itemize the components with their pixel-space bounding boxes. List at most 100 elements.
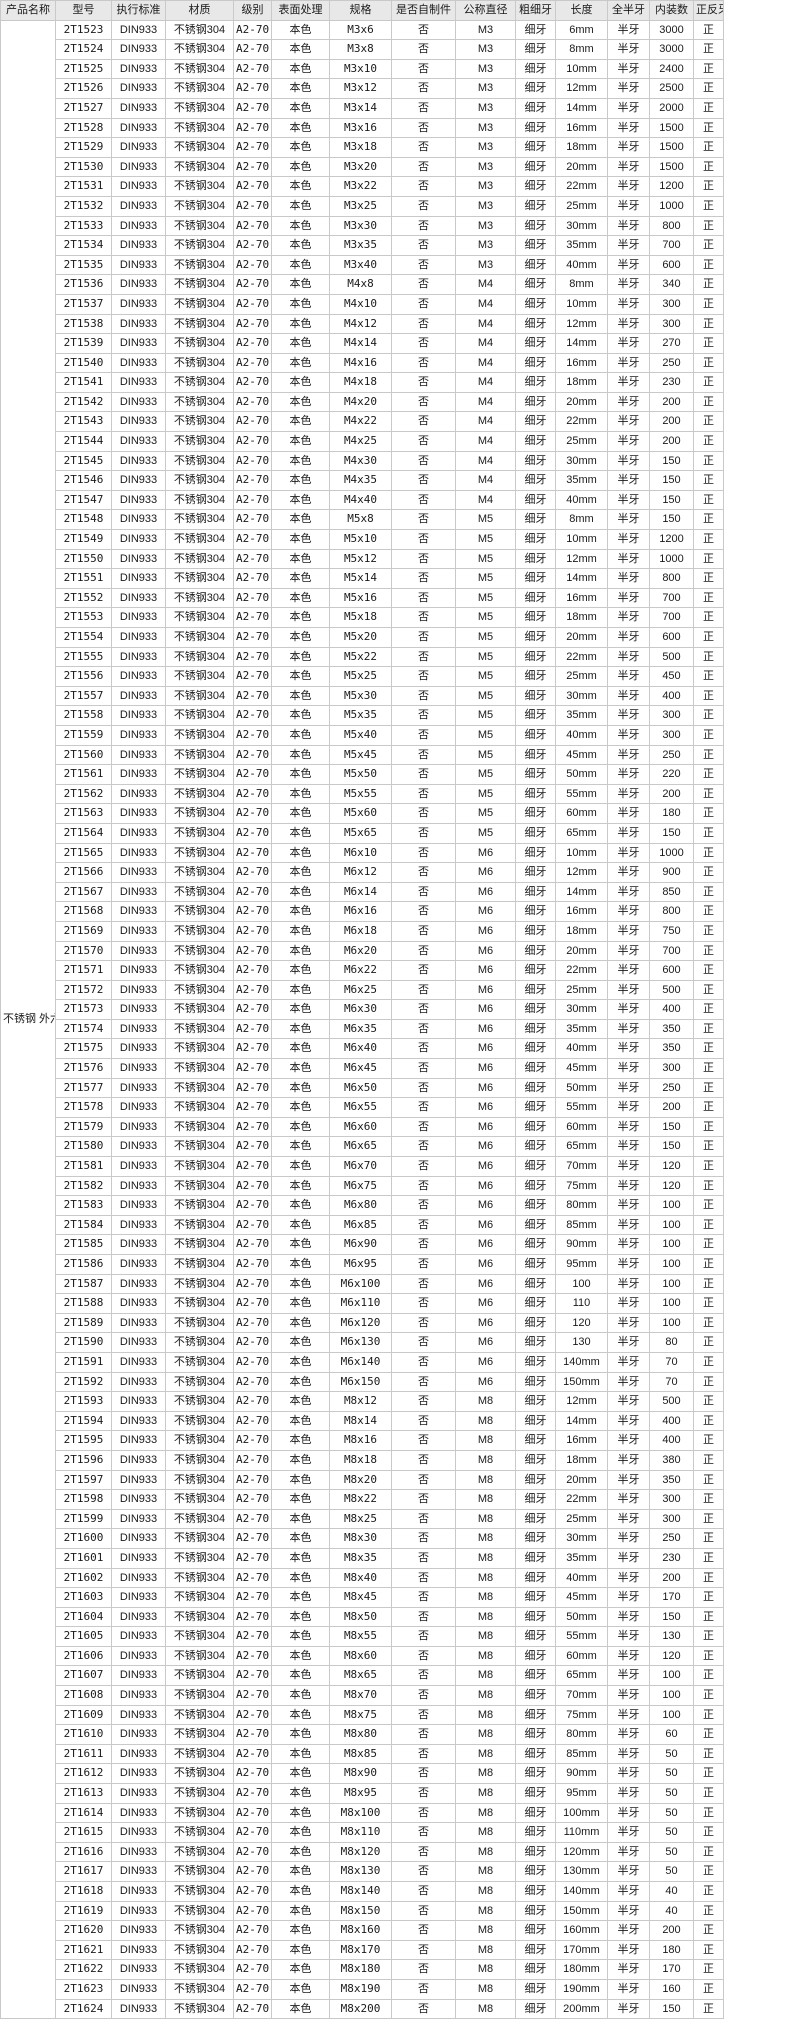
cell-spec[interactable]: M8x160	[329, 1920, 392, 1941]
cell-direction[interactable]: 正	[693, 1861, 724, 1882]
cell-material[interactable]: 不锈钢304	[165, 607, 234, 628]
table-row[interactable]: 2T1554 DIN933 不锈钢304 A2-70 本色 M5x20 否 M5 细牙 20mm 半…	[1, 627, 724, 648]
cell-spec[interactable]: M3x25	[329, 195, 392, 217]
cell-spec[interactable]: M8x35	[329, 1547, 392, 1569]
cell-material[interactable]: 不锈钢304	[165, 1704, 234, 1726]
cell-model[interactable]: 2T1612	[55, 1763, 112, 1785]
cell-full-half[interactable]: 半牙	[607, 960, 650, 981]
cell-material[interactable]: 不锈钢304	[165, 1822, 234, 1843]
cell-surface[interactable]: 本色	[271, 1881, 330, 1902]
column-header-model[interactable]: 型号	[55, 0, 112, 21]
table-row[interactable]: 2T1531 DIN933 不锈钢304 A2-70 本色 M3x22 否 M3 细牙 22mm 半…	[1, 176, 724, 197]
cell-standard[interactable]: DIN933	[111, 1058, 166, 1079]
cell-material[interactable]: 不锈钢304	[165, 1567, 234, 1589]
cell-nominal-diameter[interactable]: M4	[455, 274, 516, 295]
cell-grade[interactable]: A2-70	[233, 1587, 272, 1608]
cell-surface[interactable]: 本色	[271, 646, 330, 668]
cell-thread-pitch[interactable]: 细牙	[515, 1469, 556, 1491]
table-row[interactable]: 2T1529 DIN933 不锈钢304 A2-70 本色 M3x18 否 M3 细牙 18mm 半…	[1, 137, 724, 158]
cell-nominal-diameter[interactable]: M6	[455, 1018, 516, 1040]
cell-full-half[interactable]: 半牙	[607, 1214, 650, 1236]
cell-grade[interactable]: A2-70	[233, 1273, 272, 1295]
cell-standard[interactable]: DIN933	[111, 195, 166, 217]
cell-material[interactable]: 不锈钢304	[165, 489, 234, 511]
cell-nominal-diameter[interactable]: M8	[455, 1567, 516, 1589]
cell-material[interactable]: 不锈钢304	[165, 1038, 234, 1060]
table-row[interactable]: 2T1551 DIN933 不锈钢304 A2-70 本色 M5x14 否 M5 细牙 14mm 半…	[1, 568, 724, 589]
cell-direction[interactable]: 正	[693, 842, 724, 864]
cell-direction[interactable]: 正	[693, 470, 724, 491]
cell-thread-pitch[interactable]: 细牙	[515, 1214, 556, 1236]
table-row[interactable]: 2T1597 DIN933 不锈钢304 A2-70 本色 M8x20 否 M8 细牙 20mm 半…	[1, 1469, 724, 1491]
cell-material[interactable]: 不锈钢304	[165, 391, 234, 413]
cell-standard[interactable]: DIN933	[111, 1116, 166, 1138]
table-row[interactable]: 2T1534 DIN933 不锈钢304 A2-70 本色 M3x35 否 M3 细牙 35mm 半…	[1, 235, 724, 256]
cell-thread-pitch[interactable]: 细牙	[515, 685, 556, 707]
cell-surface[interactable]: 本色	[271, 1058, 330, 1079]
cell-thread-pitch[interactable]: 细牙	[515, 666, 556, 687]
cell-direction[interactable]: 正	[693, 1136, 724, 1158]
cell-model[interactable]: 2T1568	[55, 901, 112, 922]
cell-surface[interactable]: 本色	[271, 842, 330, 864]
cell-spec[interactable]: M8x60	[329, 1645, 392, 1667]
cell-pack-qty[interactable]: 80	[649, 1332, 694, 1353]
cell-surface[interactable]: 本色	[271, 901, 330, 922]
cell-surface[interactable]: 本色	[271, 215, 330, 237]
cell-thread-pitch[interactable]: 细牙	[515, 1959, 556, 1980]
cell-self-made[interactable]: 否	[391, 1645, 456, 1667]
cell-nominal-diameter[interactable]: M8	[455, 1783, 516, 1804]
table-row[interactable]: 2T1525 DIN933 不锈钢304 A2-70 本色 M3x10 否 M3 细牙 10mm 半…	[1, 58, 724, 80]
cell-spec[interactable]: M3x16	[329, 117, 392, 139]
cell-standard[interactable]: DIN933	[111, 509, 166, 531]
cell-full-half[interactable]: 半牙	[607, 685, 650, 707]
cell-thread-pitch[interactable]: 细牙	[515, 117, 556, 139]
cell-thread-pitch[interactable]: 细牙	[515, 1939, 556, 1961]
cell-thread-pitch[interactable]: 细牙	[515, 1156, 556, 1177]
cell-surface[interactable]: 本色	[271, 274, 330, 295]
cell-self-made[interactable]: 否	[391, 1254, 456, 1275]
cell-model[interactable]: 2T1543	[55, 411, 112, 433]
cell-pack-qty[interactable]: 600	[649, 960, 694, 981]
table-row[interactable]: 2T1598 DIN933 不锈钢304 A2-70 本色 M8x22 否 M8 细牙 22mm 半…	[1, 1489, 724, 1510]
cell-spec[interactable]: M4x30	[329, 450, 392, 472]
cell-direction[interactable]: 正	[693, 1234, 724, 1255]
cell-length[interactable]: 45mm	[555, 1058, 608, 1079]
cell-self-made[interactable]: 否	[391, 822, 456, 844]
cell-grade[interactable]: A2-70	[233, 137, 272, 158]
cell-grade[interactable]: A2-70	[233, 58, 272, 80]
cell-thread-pitch[interactable]: 细牙	[515, 1489, 556, 1510]
cell-standard[interactable]: DIN933	[111, 744, 166, 766]
cell-direction[interactable]: 正	[693, 960, 724, 981]
cell-model[interactable]: 2T1577	[55, 1077, 112, 1099]
cell-thread-pitch[interactable]: 细牙	[515, 1743, 556, 1765]
cell-pack-qty[interactable]: 120	[649, 1156, 694, 1177]
cell-thread-pitch[interactable]: 细牙	[515, 1802, 556, 1824]
cell-grade[interactable]: A2-70	[233, 1567, 272, 1589]
cell-material[interactable]: 不锈钢304	[165, 1489, 234, 1510]
cell-thread-pitch[interactable]: 细牙	[515, 137, 556, 158]
cell-direction[interactable]: 正	[693, 1606, 724, 1628]
cell-self-made[interactable]: 否	[391, 979, 456, 1001]
cell-model[interactable]: 2T1601	[55, 1547, 112, 1569]
cell-spec[interactable]: M5x45	[329, 744, 392, 766]
cell-standard[interactable]: DIN933	[111, 489, 166, 511]
cell-surface[interactable]: 本色	[271, 1939, 330, 1961]
cell-pack-qty[interactable]: 230	[649, 372, 694, 393]
cell-grade[interactable]: A2-70	[233, 901, 272, 922]
cell-material[interactable]: 不锈钢304	[165, 587, 234, 609]
table-row[interactable]: 2T1527 DIN933 不锈钢304 A2-70 本色 M3x14 否 M3 细牙 14mm 半…	[1, 97, 724, 119]
cell-full-half[interactable]: 半牙	[607, 431, 650, 452]
cell-pack-qty[interactable]: 1000	[649, 842, 694, 864]
cell-length[interactable]: 150mm	[555, 1371, 608, 1393]
cell-standard[interactable]: DIN933	[111, 176, 166, 197]
cell-self-made[interactable]: 否	[391, 1430, 456, 1451]
cell-length[interactable]: 95mm	[555, 1254, 608, 1275]
cell-model[interactable]: 2T1570	[55, 940, 112, 962]
cell-thread-pitch[interactable]: 细牙	[515, 39, 556, 60]
cell-pack-qty[interactable]: 2500	[649, 78, 694, 99]
cell-pack-qty[interactable]: 300	[649, 1508, 694, 1530]
cell-surface[interactable]: 本色	[271, 783, 330, 805]
cell-model[interactable]: 2T1530	[55, 156, 112, 178]
cell-standard[interactable]: DIN933	[111, 783, 166, 805]
table-row[interactable]: 2T1572 DIN933 不锈钢304 A2-70 本色 M6x25 否 M6 细牙 25mm 半…	[1, 979, 724, 1001]
